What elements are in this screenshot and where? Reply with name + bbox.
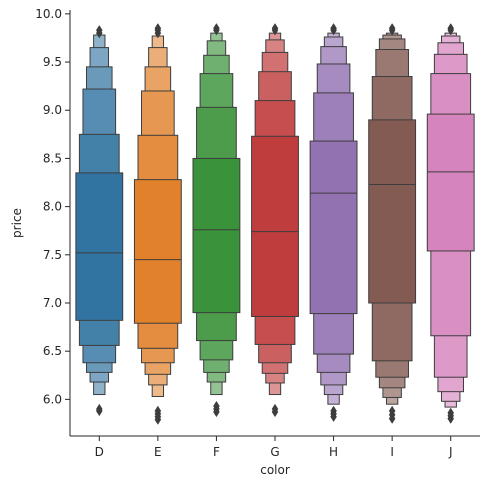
y-tick-label: 6.5 (43, 344, 62, 358)
y-tick-label: 6.0 (43, 392, 62, 406)
outlier-point (213, 400, 220, 412)
x-tick-label-g: G (270, 445, 279, 459)
x-tick-label-j: J (448, 445, 453, 459)
x-axis-label: color (260, 463, 290, 477)
boxen-d (75, 24, 124, 417)
outlier-point (213, 23, 220, 34)
outlier-point (95, 403, 103, 415)
boxen-f (192, 23, 241, 418)
y-tick-label: 7.5 (43, 248, 62, 262)
x-tick-label-e: E (154, 445, 162, 459)
boxen-level-1 (192, 157, 241, 314)
outlier-point (271, 23, 279, 34)
boxen-level-1 (426, 113, 475, 252)
y-tick-label: 8.0 (43, 200, 62, 214)
y-tick-label: 10.0 (35, 7, 62, 21)
y-tick-label: 8.5 (43, 151, 62, 165)
plot-area (75, 23, 475, 425)
y-tick-label: 7.0 (43, 296, 62, 310)
boxen-e (133, 23, 182, 425)
outlier-point (330, 23, 337, 34)
boxen-level-1 (309, 140, 358, 315)
boxen-h (309, 23, 358, 422)
x-ticks: D E F G H I J (95, 436, 453, 459)
boxen-level-1 (368, 119, 417, 304)
y-ticks: 6.0 6.5 7.0 7.5 8.0 8.5 9.0 9.5 10.0 (35, 7, 70, 406)
outlier-point (154, 405, 162, 417)
x-tick-label-h: H (329, 445, 338, 459)
boxen-level-1 (75, 172, 124, 321)
outlier-point (95, 24, 103, 36)
x-tick-label-f: F (213, 445, 220, 459)
outlier-point (330, 405, 337, 417)
boxen-i (368, 23, 417, 424)
x-tick-label-d: D (95, 445, 104, 459)
boxen-level-1 (133, 179, 182, 324)
boxen-j (426, 23, 475, 424)
boxen-g (251, 23, 299, 418)
outlier-point (154, 23, 162, 34)
outlier-point (447, 407, 455, 419)
y-tick-label: 9.0 (43, 103, 62, 117)
x-tick-label-i: I (390, 445, 394, 459)
y-tick-label: 9.5 (43, 55, 62, 69)
outlier-point (271, 403, 279, 415)
outlier-point (388, 23, 396, 34)
outlier-point (447, 23, 455, 34)
boxen-level-1 (251, 135, 299, 317)
y-axis-label: price (10, 208, 24, 238)
outlier-point (388, 405, 396, 417)
